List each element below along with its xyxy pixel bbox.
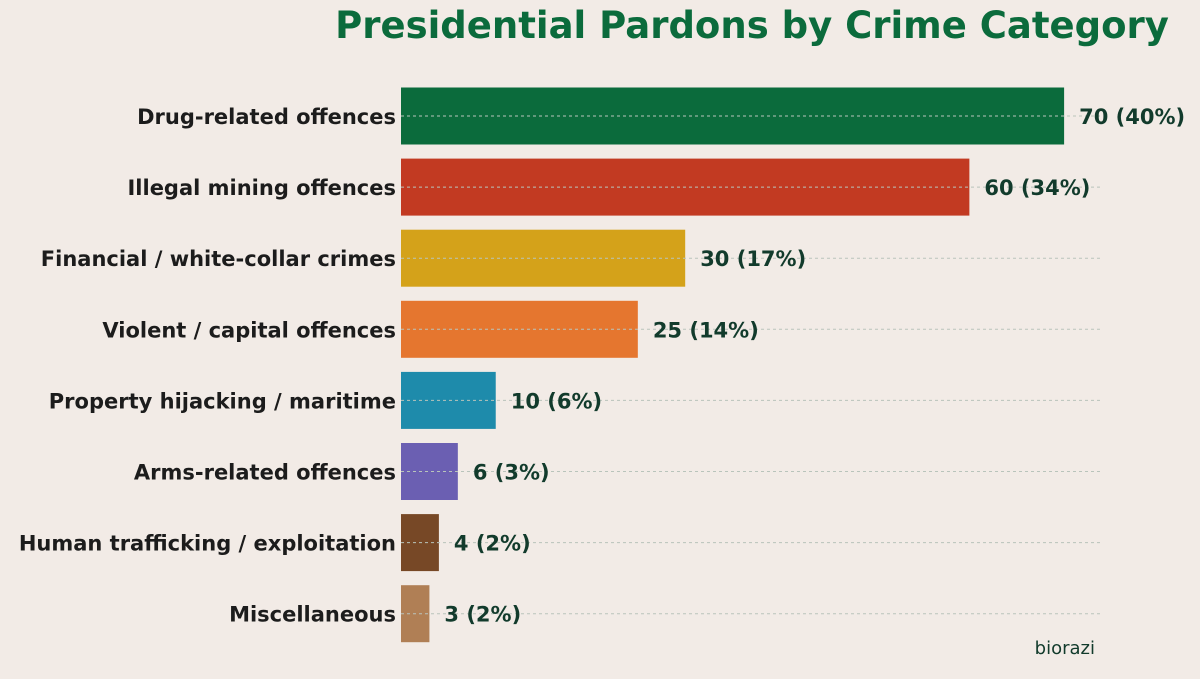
value-label-7: 3 (2%) <box>444 603 521 627</box>
value-label-4: 10 (6%) <box>511 389 602 413</box>
category-label-7: Miscellaneous <box>229 603 396 627</box>
chart-title: Presidential Pardons by Crime Category <box>335 4 1169 47</box>
value-label-2: 30 (17%) <box>700 247 806 271</box>
value-label-5: 6 (3%) <box>473 461 550 485</box>
value-labels: 70 (40%) 60 (34%) 30 (17%) 25 (14%) 10 (6%) 6… <box>444 105 1185 627</box>
category-label-0: Drug-related offences <box>137 105 396 129</box>
bar-5 <box>401 443 458 500</box>
category-label-4: Property hijacking / maritime <box>49 389 396 413</box>
watermark-text: biorazi <box>1035 638 1095 659</box>
category-label-5: Arms-related offences <box>134 461 396 485</box>
value-label-3: 25 (14%) <box>653 318 759 342</box>
category-labels: Drug-related offences Illegal mining offe… <box>19 105 396 627</box>
value-label-6: 4 (2%) <box>454 532 531 556</box>
value-label-1: 60 (34%) <box>984 176 1090 200</box>
category-label-1: Illegal mining offences <box>127 176 396 200</box>
category-label-2: Financial / white-collar crimes <box>41 247 396 271</box>
bars <box>401 87 1065 643</box>
category-label-3: Violent / capital offences <box>102 318 396 342</box>
bar-3 <box>401 300 638 358</box>
value-label-0: 70 (40%) <box>1079 105 1185 129</box>
category-label-6: Human trafficking / exploitation <box>19 532 396 556</box>
grid-lines <box>401 115 1102 615</box>
